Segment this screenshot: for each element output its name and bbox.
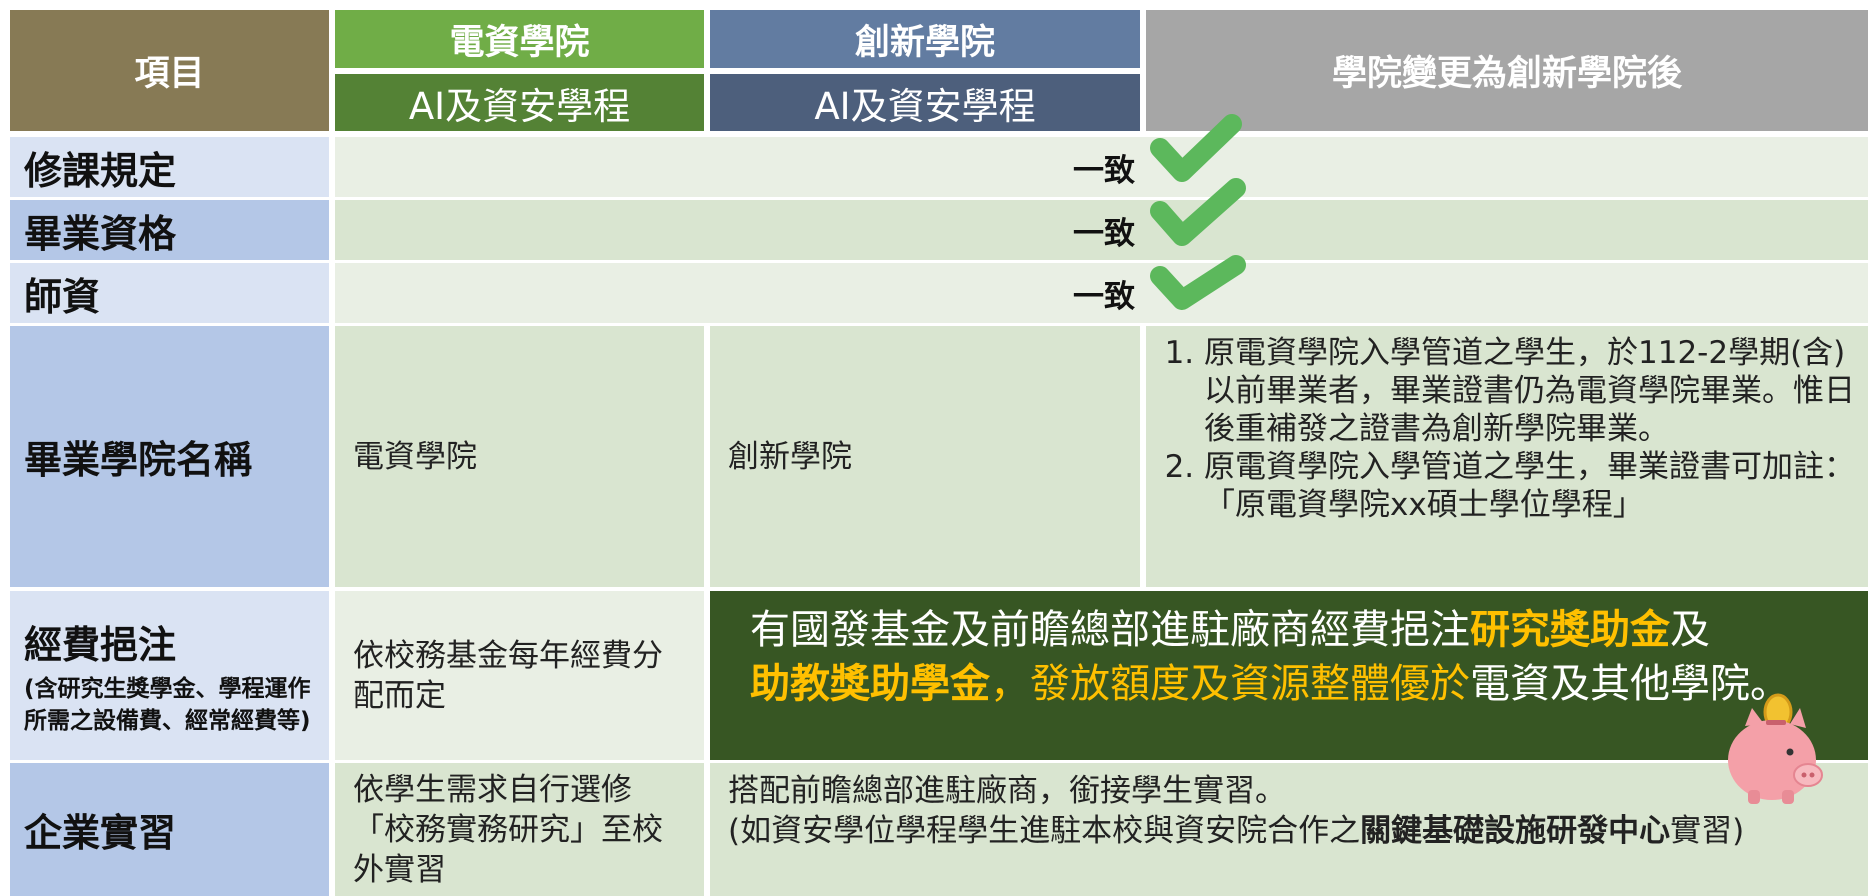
text: 關鍵基礎設施研發中心	[1360, 813, 1671, 849]
text: (如資安學位學程學生進駐本校與資安院合作之	[728, 813, 1361, 849]
merged-cell: 一致	[335, 200, 1868, 260]
row-label: 經費挹注 (含研究生獎學金、學程運作所需之設備費、經常經費等)	[10, 591, 329, 760]
merged-cell: 一致	[335, 263, 1868, 323]
merged-cell: 一致	[335, 137, 1868, 197]
row-label: 企業實習	[10, 763, 329, 896]
text: 有國發基金及前瞻總部進駐廠商經費挹注	[750, 607, 1470, 653]
header-item: 項目	[10, 10, 329, 131]
row-label: 畢業資格	[10, 200, 329, 260]
header-school: 電資學院	[335, 10, 704, 68]
text: 及	[1670, 607, 1710, 653]
text-line: (如資安學位學程學生進駐本校與資安院合作之關鍵基礎設施研發中心實習)	[728, 811, 1744, 851]
text: 助教獎助學金	[750, 661, 990, 707]
header-school: 創新學院	[710, 10, 1140, 68]
header-after: 學院變更為創新學院後	[1146, 10, 1868, 131]
text: ，發放額度及資源整體優於	[990, 661, 1470, 707]
text: 研究獎助金	[1470, 607, 1670, 653]
row-label: 畢業學院名稱	[10, 326, 329, 587]
highlight-text: 有國發基金及前瞻總部進駐廠商經費挹注研究獎助金及助教獎助學金，發放額度及資源整體…	[750, 603, 1790, 711]
text-line: 搭配前瞻總部進駐廠商，銜接學生實習。	[728, 773, 1286, 809]
cell: 電資學院	[335, 326, 704, 587]
agree-text: 一致	[1073, 152, 1135, 189]
cell: 創新學院	[710, 326, 1140, 587]
note-item: 原電資學院入學管道之學生，於112-2學期(含)以前畢業者，畢業證書仍為電資學院…	[1204, 334, 1868, 448]
label-sub: (含研究生獎學金、學程運作所需之設備費、經常經費等)	[24, 676, 311, 734]
header-program: AI及資安學程	[710, 74, 1140, 131]
row-label: 師資	[10, 263, 329, 323]
cell: 依學生需求自行選修「校務實務研究」至校外實習	[335, 763, 704, 896]
text: 實習)	[1670, 813, 1745, 849]
note-list: 原電資學院入學管道之學生，於112-2學期(含)以前畢業者，畢業證書仍為電資學院…	[1146, 334, 1868, 524]
cell: 原電資學院入學管道之學生，於112-2學期(含)以前畢業者，畢業證書仍為電資學院…	[1146, 326, 1868, 587]
text: 電資及其他學院。	[1470, 661, 1790, 707]
row-label: 修課規定	[10, 137, 329, 197]
label-text: 經費挹注	[24, 623, 177, 667]
cell: 依校務基金每年經費分配而定	[335, 591, 704, 760]
highlight-cell: 有國發基金及前瞻總部進駐廠商經費挹注研究獎助金及助教獎助學金，發放額度及資源整體…	[710, 591, 1868, 760]
agree-text: 一致	[1073, 215, 1135, 252]
header-program: AI及資安學程	[335, 74, 704, 131]
cell: 搭配前瞻總部進駐廠商，銜接學生實習。 (如資安學位學程學生進駐本校與資安院合作之…	[710, 763, 1868, 896]
agree-text: 一致	[1073, 278, 1135, 315]
note-item: 原電資學院入學管道之學生，畢業證書可加註：「原電資學院xx碩士學位學程」	[1204, 448, 1868, 524]
